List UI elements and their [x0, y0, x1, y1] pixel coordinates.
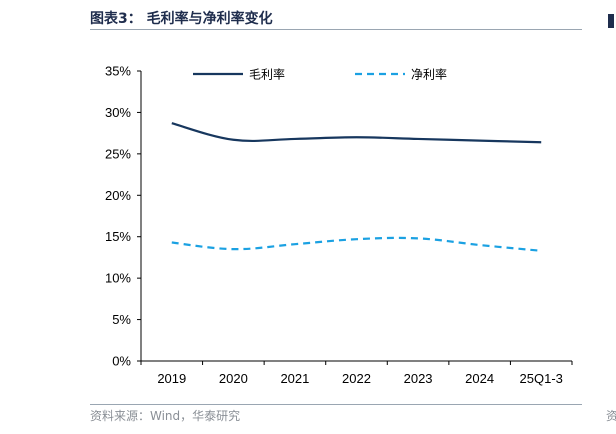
legend-label: 净利率	[411, 67, 447, 82]
source-note: 资料来源：Wind，华泰研究	[90, 409, 241, 423]
y-tick-label: 20%	[105, 188, 131, 203]
chart-legend: 毛利率 净利率	[193, 67, 447, 82]
x-tick-label: 2019	[157, 371, 186, 386]
y-tick-label: 0%	[112, 354, 131, 369]
x-tick-label: 25Q1-3	[520, 371, 563, 386]
x-tick-label: 2024	[465, 371, 494, 386]
chart-title: 图表3： 毛利率与净利率变化	[90, 11, 273, 27]
y-tick-label: 25%	[105, 146, 131, 161]
legend-label: 毛利率	[249, 67, 285, 82]
x-tick-label: 2020	[219, 371, 248, 386]
title-divider	[90, 29, 582, 30]
series-line-net-margin	[171, 236, 542, 252]
y-tick-label: 10%	[105, 271, 131, 286]
y-tick-label: 5%	[112, 312, 131, 327]
x-tick-label: 2022	[342, 371, 371, 386]
y-tick-label: 30%	[105, 105, 131, 120]
footer-divider	[90, 404, 582, 405]
y-tick-label: 35%	[105, 64, 131, 79]
chart-series	[171, 122, 542, 252]
y-tick-label: 15%	[105, 229, 131, 244]
adjacent-panel-text: 资	[606, 409, 616, 423]
x-tick-label: 2023	[404, 371, 433, 386]
chart-axes: 0% 5% 10% 15% 20% 25% 30% 35% 2019 2020 2021 2022 20…	[105, 64, 573, 386]
x-tick-label: 2021	[280, 371, 309, 386]
series-line-gross-margin	[171, 122, 542, 144]
adjacent-panel-mark	[608, 14, 614, 28]
